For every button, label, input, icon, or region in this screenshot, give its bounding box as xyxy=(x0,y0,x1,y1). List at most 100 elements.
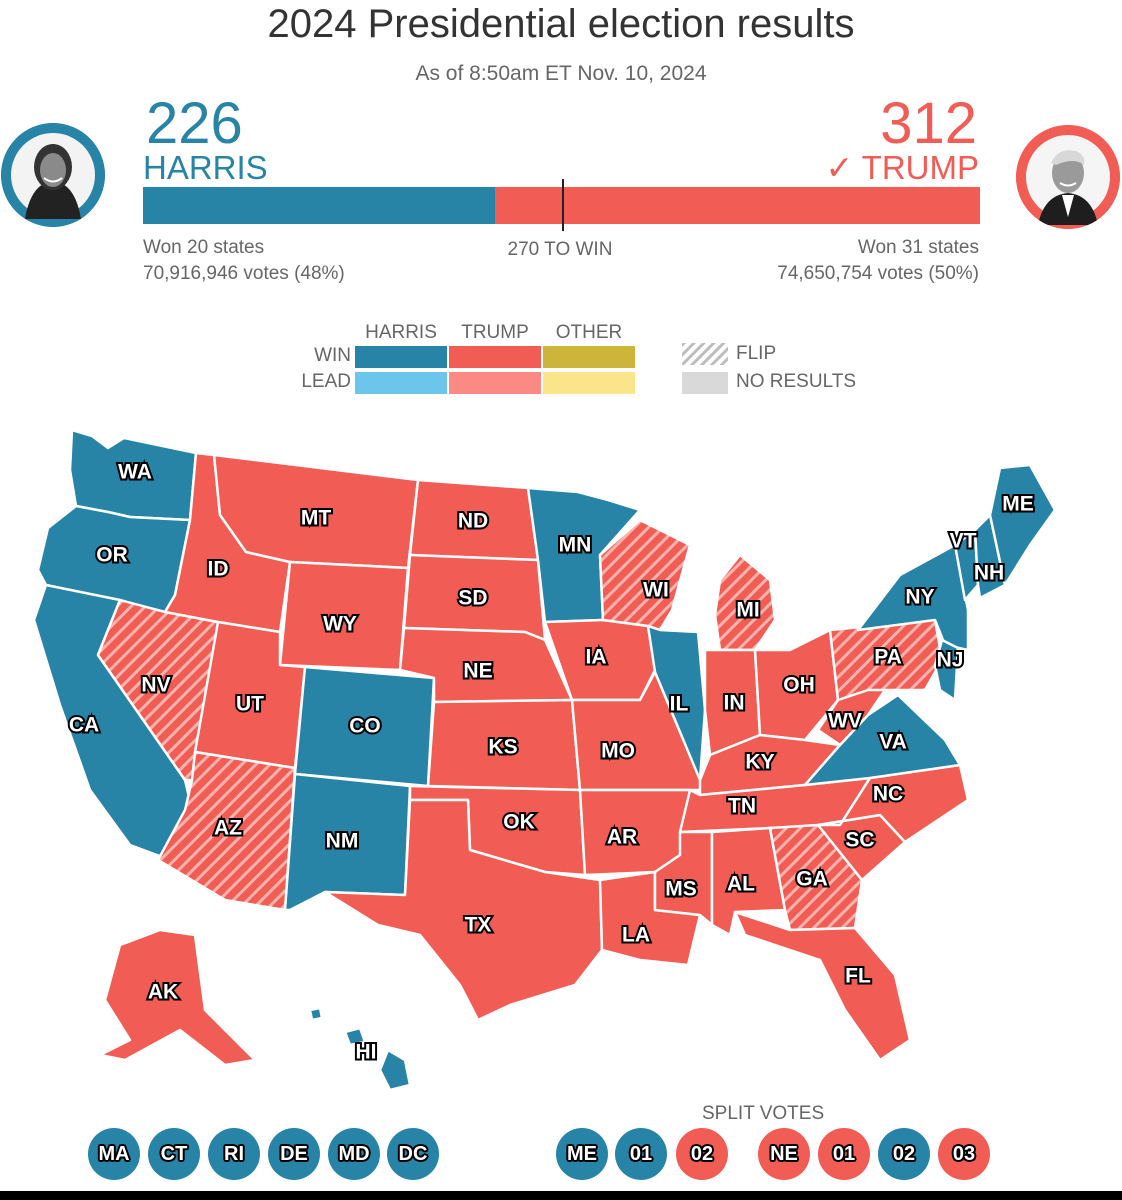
state-label-me: ME xyxy=(1002,493,1034,516)
state-label-id: ID xyxy=(208,558,229,581)
state-label-sc: SC xyxy=(845,829,874,852)
small-state-ri-label: RI xyxy=(224,1142,244,1165)
trump-states-won: Won 31 states xyxy=(857,237,979,258)
state-mi[interactable] xyxy=(713,553,777,652)
trump-name: ✓ TRUMP xyxy=(825,149,979,186)
legend-header-trump: TRUMP xyxy=(461,322,529,343)
state-label-va: VA xyxy=(879,731,907,754)
small-state-de-label: DE xyxy=(280,1142,308,1165)
trump-electoral-votes: 312 xyxy=(880,91,977,156)
state-label-tx: TX xyxy=(465,914,492,937)
state-label-ar: AR xyxy=(607,826,637,849)
state-label-ny: NY xyxy=(905,586,934,609)
state-label-mn: MN xyxy=(559,534,592,557)
state-label-az: AZ xyxy=(214,817,242,840)
small-state-ct[interactable]: CT xyxy=(148,1128,200,1180)
page-title: 2024 Presidential election results xyxy=(267,2,855,46)
state-fl[interactable] xyxy=(733,910,912,1062)
state-label-wi: WI xyxy=(643,579,669,602)
state-label-nh: NH xyxy=(974,562,1004,585)
state-label-la: LA xyxy=(622,924,650,947)
legend-flip-label: FLIP xyxy=(736,343,777,364)
small-state-ma-label: MA xyxy=(98,1142,130,1165)
state-az[interactable] xyxy=(156,750,297,912)
state-label-oh: OH xyxy=(783,674,815,697)
small-state-dc-label: DC xyxy=(398,1142,428,1165)
state-ak[interactable] xyxy=(98,928,257,1067)
split-vote-5[interactable]: 02 xyxy=(878,1128,930,1180)
trump-popular-votes: 74,650,754 votes (50%) xyxy=(777,263,979,284)
legend-header-other: OTHER xyxy=(555,322,623,343)
bottom-border xyxy=(0,1191,1122,1200)
state-label-tn: TN xyxy=(728,795,756,818)
split-vote-1-label: 01 xyxy=(629,1142,653,1165)
state-label-in: IN xyxy=(724,692,745,715)
harris-name: HARRIS xyxy=(143,149,268,186)
page-subtitle: As of 8:50am ET Nov. 10, 2024 xyxy=(415,62,707,85)
state-ny[interactable] xyxy=(856,543,970,652)
state-label-ok: OK xyxy=(503,811,535,834)
split-vote-0[interactable]: ME xyxy=(556,1128,608,1180)
state-label-ca: CA xyxy=(69,714,99,737)
legend-swatch-other-lead xyxy=(543,372,635,394)
state-label-mo: MO xyxy=(601,740,635,763)
state-label-or: OR xyxy=(96,544,128,567)
state-il[interactable] xyxy=(646,624,707,782)
small-state-de[interactable]: DE xyxy=(268,1128,320,1180)
us-election-map: WA OR CA NV ID MT WY UT AZ CO NM ND SD NE KS OK TX MN IA MO… xyxy=(32,428,1057,1092)
state-label-ak: AK xyxy=(148,981,178,1004)
harris-portrait-icon xyxy=(1,123,105,227)
split-vote-4[interactable]: 01 xyxy=(818,1128,870,1180)
state-label-ms: MS xyxy=(665,878,697,901)
state-label-ky: KY xyxy=(745,751,774,774)
harris-states-won: Won 20 states xyxy=(143,237,265,258)
legend-swatch-trump-lead xyxy=(449,372,541,394)
state-me[interactable] xyxy=(988,463,1057,587)
legend-header-harris: HARRIS xyxy=(365,322,437,343)
split-vote-0-label: ME xyxy=(567,1142,597,1165)
electoral-vote-bar xyxy=(143,179,980,231)
state-label-wv: WV xyxy=(828,710,862,733)
state-label-mi: MI xyxy=(736,599,759,622)
legend-swatch-no-results xyxy=(682,372,728,394)
state-tx[interactable] xyxy=(323,798,604,1022)
state-hi[interactable] xyxy=(308,1006,412,1092)
small-state-ri[interactable]: RI xyxy=(208,1128,260,1180)
legend-swatch-flip xyxy=(682,343,728,365)
state-label-nj: NJ xyxy=(937,649,964,672)
state-label-pa: PA xyxy=(874,646,902,669)
state-label-nm: NM xyxy=(326,830,359,853)
split-vote-2[interactable]: 02 xyxy=(676,1128,728,1180)
split-vote-2-label: 02 xyxy=(690,1142,714,1165)
state-label-nc: NC xyxy=(873,783,903,806)
legend-swatch-trump-win xyxy=(449,346,541,368)
state-label-hi: HI xyxy=(356,1041,377,1064)
legend-swatch-other-win xyxy=(543,346,635,368)
state-label-sd: SD xyxy=(458,587,487,610)
state-label-nv: NV xyxy=(141,674,170,697)
split-vote-6[interactable]: 03 xyxy=(938,1128,990,1180)
legend-swatch-harris-lead xyxy=(355,372,447,394)
state-label-co: CO xyxy=(349,715,381,738)
split-vote-5-label: 02 xyxy=(892,1142,916,1165)
state-label-il: IL xyxy=(670,693,689,716)
legend-swatch-harris-win xyxy=(355,346,447,368)
threshold-marker xyxy=(562,179,565,231)
split-votes-title: SPLIT VOTES xyxy=(702,1103,825,1124)
split-vote-4-label: 01 xyxy=(832,1142,856,1165)
state-nj[interactable] xyxy=(933,638,960,702)
state-label-mt: MT xyxy=(301,507,331,530)
state-label-ut: UT xyxy=(236,693,264,716)
small-state-md[interactable]: MD xyxy=(328,1128,380,1180)
legend-row-lead: LEAD xyxy=(301,371,351,392)
harris-electoral-votes: 226 xyxy=(146,91,243,156)
small-state-dc[interactable]: DC xyxy=(387,1128,439,1180)
split-vote-3[interactable]: NE xyxy=(758,1128,810,1180)
state-label-ks: KS xyxy=(488,736,517,759)
split-vote-1[interactable]: 01 xyxy=(615,1128,667,1180)
small-state-ma[interactable]: MA xyxy=(88,1128,140,1180)
split-vote-3-label: NE xyxy=(770,1142,798,1165)
state-wi[interactable] xyxy=(598,518,692,632)
split-vote-6-label: 03 xyxy=(952,1142,976,1165)
state-nh[interactable] xyxy=(973,513,1007,600)
